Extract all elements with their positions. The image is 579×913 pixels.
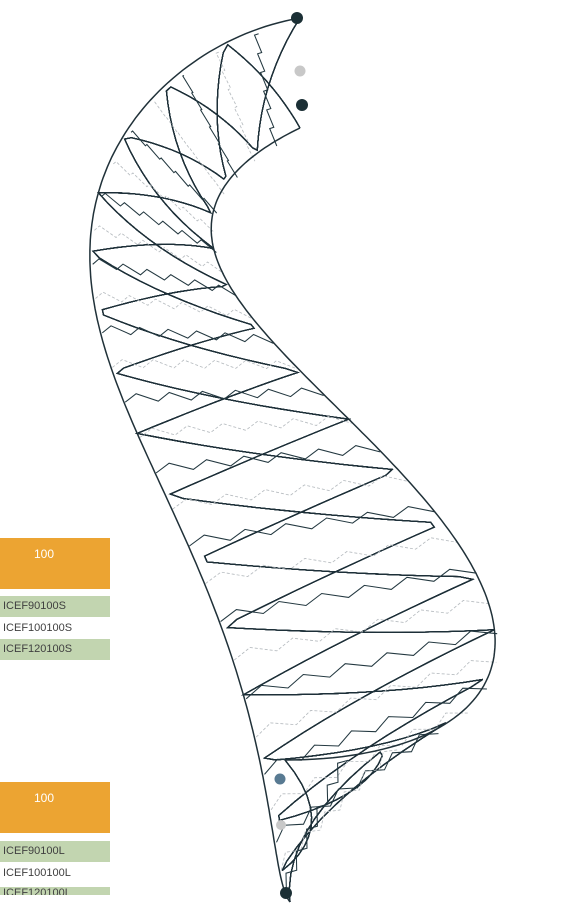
product-code: ICEF90100S	[3, 600, 66, 612]
product-code: ICEF100100S	[3, 622, 73, 634]
size-table-long: 100 ICEF90100L ICEF100100L ICEF120100L	[0, 782, 110, 913]
stent-cell-row	[205, 537, 458, 584]
stent-light-helix	[91, 43, 495, 871]
stent-light-helix	[91, 43, 495, 871]
size-table-short: 100 ICEF90100S ICEF100100S ICEF120100S	[0, 538, 110, 660]
stent-light-helix	[91, 43, 495, 871]
bottom-radiopaque-marker	[274, 773, 286, 785]
product-code: ICEF90100L	[3, 845, 65, 857]
stent-dark-helix	[91, 43, 495, 872]
stent-dark-helix	[97, 17, 484, 903]
table-row-icef90100l: ICEF90100L	[0, 841, 110, 862]
stent-cell-row	[113, 161, 215, 233]
stent-cell-row	[233, 600, 491, 661]
stent-dark-helix	[97, 17, 484, 903]
stent-light-helix	[97, 17, 483, 903]
stent-left-edge	[89, 17, 301, 903]
stent-light-helix	[97, 17, 483, 903]
stent-dark-helix	[97, 17, 484, 903]
stent-dark-helix	[97, 17, 484, 903]
stent-dark-helix	[91, 43, 495, 872]
stent-light-helix	[91, 43, 495, 871]
stent-cell-row	[245, 630, 498, 700]
stent-cell-row	[155, 445, 381, 474]
product-code: ICEF120100S	[3, 643, 73, 655]
stent-light-helix	[97, 17, 483, 903]
stent-light-helix	[91, 43, 495, 871]
stent-dark-helix	[97, 17, 484, 903]
stent-cell-row	[112, 359, 298, 370]
stent-dark-helix	[97, 17, 484, 903]
stent-cell-row	[215, 51, 256, 162]
stent-dark-helix	[91, 43, 495, 872]
stent-cell-row	[130, 130, 218, 214]
stent-light-helix	[91, 43, 495, 871]
stent-cell-row	[253, 33, 278, 147]
stent-light-helix	[97, 17, 483, 903]
stent-dark-helix	[91, 43, 495, 872]
table-row-icef90100s: ICEF90100S	[0, 596, 110, 617]
table-row-icef100100l: ICEF100100L	[0, 863, 110, 884]
top-light-marker	[294, 65, 306, 77]
stent-dark-helix	[97, 17, 484, 903]
stent-light-helix	[97, 17, 483, 903]
stent-dark-helix	[97, 17, 484, 903]
top-radiopaque-marker	[296, 99, 308, 111]
stent-cell-row	[139, 415, 352, 438]
stent-cell-row	[124, 387, 324, 403]
table-header-100: 100	[0, 782, 110, 833]
product-code: ICEF100100L	[3, 867, 71, 879]
stent-cell-row	[100, 192, 217, 253]
stent-cell-row	[101, 325, 274, 344]
table-row-icef120100s: ICEF120100S	[0, 639, 110, 660]
stent-light-helix	[97, 17, 483, 903]
stent-cell-row	[255, 660, 497, 738]
bottom-light-marker	[276, 820, 286, 830]
header-value-100: 100	[34, 547, 55, 561]
table-row-icef120100l: ICEF120100L	[0, 887, 110, 895]
stent-cell-row	[276, 733, 439, 843]
stent-cell-row	[220, 568, 477, 623]
stent-cell-row	[189, 506, 435, 547]
stent-dark-helix	[97, 17, 484, 903]
stent-cell-row	[154, 101, 225, 196]
stent-cell-row	[92, 258, 237, 297]
stent-cell-row	[95, 291, 253, 320]
stent-dark-helix	[91, 43, 495, 872]
stent-light-helix	[97, 17, 483, 903]
stent-right-edge	[210, 127, 496, 761]
stent-light-helix	[91, 43, 495, 871]
stent-dark-helix	[91, 43, 495, 872]
stent-cell-row	[264, 687, 487, 775]
stent-light-helix	[97, 17, 483, 903]
stent-dark-helix	[91, 43, 495, 872]
header-value-100: 100	[34, 791, 55, 805]
stent-cell-row	[182, 75, 238, 178]
top-radiopaque-marker	[291, 12, 303, 24]
stent-light-helix	[91, 43, 495, 871]
table-header-100: 100	[0, 538, 110, 589]
stent-light-helix	[97, 17, 483, 903]
stent-cell-row	[280, 749, 399, 871]
bottom-radiopaque-marker	[280, 887, 292, 899]
table-row-icef100100s: ICEF100100S	[0, 618, 110, 639]
product-code: ICEF120100L	[3, 887, 71, 895]
stent-cell-row	[285, 759, 349, 893]
stent-dark-helix	[91, 43, 495, 872]
stent-cell-row	[172, 475, 409, 510]
stent-cell-row	[94, 225, 225, 274]
